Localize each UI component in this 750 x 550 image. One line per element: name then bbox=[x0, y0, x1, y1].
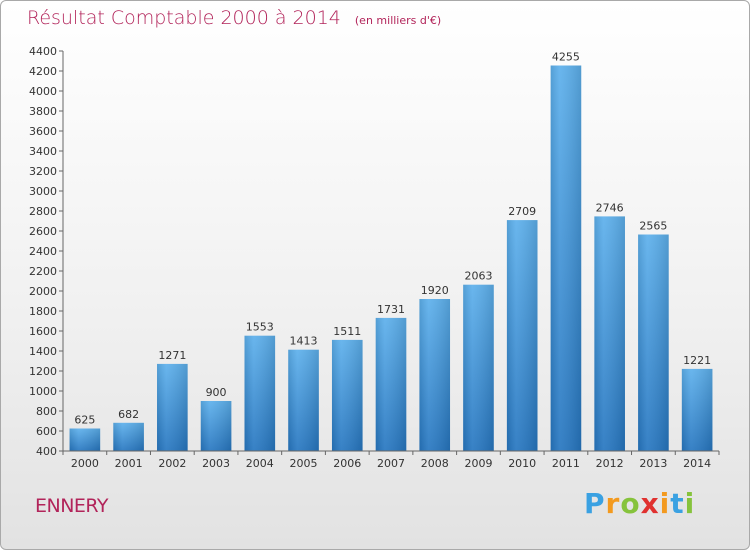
bar-shade-2002 bbox=[157, 363, 188, 451]
bar-shade-2005 bbox=[288, 349, 319, 451]
logo-letter: i bbox=[684, 487, 696, 520]
y-tick-label: 400 bbox=[36, 445, 57, 458]
x-tick-label: 2011 bbox=[552, 457, 580, 470]
x-tick-label: 2014 bbox=[683, 457, 711, 470]
data-label-2000: 625 bbox=[74, 414, 95, 427]
y-tick-label: 800 bbox=[36, 405, 57, 418]
logo-letter: i bbox=[659, 487, 671, 520]
logo-letter: x bbox=[640, 487, 660, 520]
x-tick-label: 2010 bbox=[508, 457, 536, 470]
bar-shade-2014 bbox=[681, 368, 713, 451]
logo-letter: r bbox=[605, 487, 621, 520]
data-label-2004: 1553 bbox=[246, 321, 274, 334]
bar-shade-2001 bbox=[113, 422, 144, 451]
bar-shade-2003 bbox=[200, 401, 232, 451]
x-tick-label: 2006 bbox=[333, 457, 361, 470]
y-tick-label: 4400 bbox=[29, 45, 57, 58]
data-label-2001: 682 bbox=[118, 408, 139, 421]
bars-group: 625 682 1271 900 1553 1413 1511 1731 1920 2063 270… bbox=[69, 51, 713, 451]
y-tick-label: 2800 bbox=[29, 205, 57, 218]
y-tick-label: 2400 bbox=[29, 245, 57, 258]
x-tick-label: 2013 bbox=[639, 457, 667, 470]
data-label-2010: 2709 bbox=[508, 205, 536, 218]
x-axis: 2000 2001 2002 2003 2004 2005 2006 2007 2008 2009… bbox=[62, 450, 720, 470]
data-label-2006: 1511 bbox=[333, 325, 361, 338]
x-tick-label: 2003 bbox=[202, 457, 230, 470]
data-label-2014: 1221 bbox=[683, 354, 711, 367]
bar-shade-2011 bbox=[550, 65, 582, 451]
y-tick-label: 2600 bbox=[29, 225, 57, 238]
bar-shade-2006 bbox=[331, 339, 363, 451]
x-tick-label: 2012 bbox=[596, 457, 624, 470]
y-tick-label: 2000 bbox=[29, 285, 57, 298]
bar-shade-2013 bbox=[638, 234, 669, 451]
x-tick-label: 2001 bbox=[115, 457, 143, 470]
y-tick-label: 3000 bbox=[29, 185, 57, 198]
data-label-2008: 1920 bbox=[421, 284, 449, 297]
data-label-2013: 2565 bbox=[639, 220, 667, 233]
y-tick-label: 1600 bbox=[29, 325, 57, 338]
bar-shade-2008 bbox=[419, 299, 451, 451]
bar-shade-2009 bbox=[463, 284, 494, 451]
x-tick-label: 2005 bbox=[290, 457, 318, 470]
bar-shade-2010 bbox=[506, 220, 538, 451]
bar-shade-2012 bbox=[594, 216, 625, 451]
logo-letter: P bbox=[584, 487, 606, 520]
town-name: ENNERY bbox=[35, 495, 109, 517]
y-tick-label: 1200 bbox=[29, 365, 57, 378]
x-tick-label: 2008 bbox=[421, 457, 449, 470]
y-tick-label: 600 bbox=[36, 425, 57, 438]
y-tick-label: 2200 bbox=[29, 265, 57, 278]
y-tick-label: 3800 bbox=[29, 105, 57, 118]
chart-unit: (en milliers d'€) bbox=[354, 14, 442, 27]
bar-shade-2004 bbox=[244, 335, 276, 451]
data-label-2005: 1413 bbox=[290, 335, 318, 348]
y-tick-label: 4200 bbox=[29, 65, 57, 78]
logo-letter: o bbox=[620, 487, 641, 520]
bar-shade-2007 bbox=[375, 317, 407, 451]
x-tick-label: 2007 bbox=[377, 457, 405, 470]
data-label-2002: 1271 bbox=[158, 349, 186, 362]
x-tick-label: 2000 bbox=[71, 457, 99, 470]
data-label-2003: 900 bbox=[206, 386, 227, 399]
data-label-2009: 2063 bbox=[464, 270, 492, 283]
data-label-2007: 1731 bbox=[377, 303, 405, 316]
y-tick-label: 3600 bbox=[29, 125, 57, 138]
chart-title-block: Résultat Comptable 2000 à 2014 (en milli… bbox=[27, 7, 441, 29]
proxiti-logo: Proxiti bbox=[584, 487, 695, 520]
y-tick-label: 1800 bbox=[29, 305, 57, 318]
bar-shade-2000 bbox=[69, 428, 101, 451]
y-tick-label: 1400 bbox=[29, 345, 57, 358]
logo-letter: t bbox=[670, 487, 685, 520]
y-tick-label: 4000 bbox=[29, 85, 57, 98]
x-tick-label: 2004 bbox=[246, 457, 274, 470]
data-label-2012: 2746 bbox=[596, 201, 624, 214]
y-axis: 400 600 800 1000 1200 1400 1600 1800 2000 2200 240… bbox=[29, 45, 64, 458]
chart-title: Résultat Comptable 2000 à 2014 bbox=[27, 7, 341, 29]
x-tick-label: 2009 bbox=[464, 457, 492, 470]
y-tick-label: 3200 bbox=[29, 165, 57, 178]
data-label-2011: 4255 bbox=[552, 51, 580, 64]
x-tick-label: 2002 bbox=[158, 457, 186, 470]
y-tick-label: 3400 bbox=[29, 145, 57, 158]
y-tick-label: 1000 bbox=[29, 385, 57, 398]
